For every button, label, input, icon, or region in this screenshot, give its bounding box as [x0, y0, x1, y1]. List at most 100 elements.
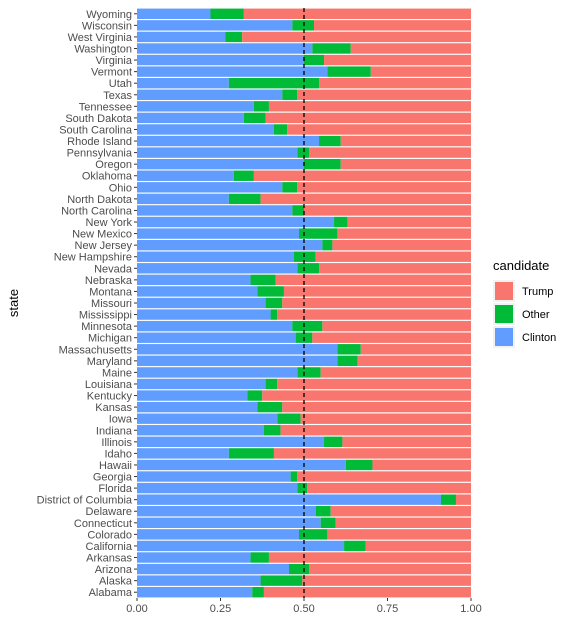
bar-clinton-rhode-island — [137, 135, 320, 147]
y-tick-label-maryland: Maryland — [87, 356, 132, 368]
bar-other-illinois — [324, 436, 343, 448]
y-tick-label-iowa: Iowa — [109, 414, 133, 426]
bar-other-arkansas — [250, 552, 269, 563]
bar-trump-south-dakota — [265, 112, 471, 124]
bar-clinton-wyoming — [137, 8, 211, 19]
bar-trump-massachusetts — [360, 344, 471, 355]
bar-other-nebraska — [250, 274, 276, 286]
y-tick-label-maine: Maine — [102, 367, 132, 379]
bar-other-new-york — [334, 216, 348, 228]
y-tick-label-rhode-island: Rhode Island — [67, 136, 132, 148]
bar-trump-west-virginia — [242, 31, 471, 43]
bar-clinton-pennsylvania — [137, 147, 298, 158]
bar-other-oregon — [304, 158, 341, 170]
bar-clinton-new-jersey — [137, 239, 323, 251]
bar-other-new-mexico — [298, 228, 338, 239]
bar-trump-connecticut — [335, 517, 471, 529]
bar-clinton-ohio — [137, 182, 283, 193]
y-tick-label-alabama: Alabama — [89, 587, 133, 599]
bar-other-minnesota — [292, 320, 323, 332]
bar-clinton-new-mexico — [137, 228, 299, 239]
bar-trump-nebraska — [275, 274, 471, 286]
y-tick-label-mississippi: Mississippi — [79, 310, 132, 322]
y-tick-label-north-dakota: North Dakota — [67, 194, 133, 206]
bar-other-pennsylvania — [297, 147, 310, 158]
bar-other-california — [344, 540, 366, 552]
bar-clinton-nebraska — [137, 274, 251, 286]
bar-other-washington — [312, 43, 351, 54]
bar-other-rhode-island — [319, 135, 341, 147]
bar-other-idaho — [228, 448, 274, 459]
y-tick-label-west-virginia: West Virginia — [68, 32, 133, 44]
bar-trump-alabama — [263, 587, 471, 598]
bar-clinton-oklahoma — [137, 170, 234, 181]
bar-trump-iowa — [300, 413, 471, 424]
y-tick-label-illinois: Illinois — [101, 437, 132, 449]
bar-clinton-utah — [137, 77, 229, 89]
bar-other-maine — [297, 367, 321, 378]
y-tick-label-virginia: Virginia — [96, 55, 133, 67]
bar-trump-nevada — [319, 263, 471, 274]
bar-clinton-colorado — [137, 529, 299, 540]
bar-trump-wisconsin — [314, 20, 471, 31]
bar-trump-oregon — [340, 158, 471, 170]
bar-clinton-mississippi — [137, 309, 271, 320]
bar-clinton-california — [137, 540, 345, 552]
y-tick-label-pennsylvania: Pennsylvania — [67, 148, 133, 160]
y-tick-label-texas: Texas — [103, 90, 132, 102]
bar-trump-maryland — [357, 355, 471, 367]
bar-trump-oklahoma — [253, 170, 471, 181]
bar-clinton-indiana — [137, 425, 264, 436]
bar-clinton-georgia — [137, 471, 291, 482]
x-tick-label: 0.75 — [377, 603, 398, 615]
bar-other-wyoming — [210, 8, 244, 19]
y-tick-label-south-carolina: South Carolina — [59, 124, 133, 136]
y-tick-label-arkansas: Arkansas — [86, 553, 132, 565]
bar-trump-illinois — [342, 436, 471, 448]
y-tick-label-oklahoma: Oklahoma — [82, 171, 133, 183]
bar-trump-virginia — [324, 54, 471, 66]
bar-clinton-alabama — [137, 587, 253, 598]
bar-other-vermont — [327, 66, 371, 77]
y-tick-label-kentucky: Kentucky — [87, 391, 133, 403]
bar-other-colorado — [298, 529, 328, 540]
bar-other-nevada — [297, 263, 320, 274]
bar-trump-wyoming — [243, 8, 471, 19]
y-tick-label-montana: Montana — [89, 286, 133, 298]
bar-other-north-dakota — [228, 193, 261, 205]
bar-trump-missouri — [282, 297, 471, 309]
y-tick-label-massachusetts: Massachusetts — [59, 344, 133, 356]
y-tick-label-new-york: New York — [86, 217, 133, 229]
bar-trump-colorado — [327, 529, 471, 540]
y-tick-label-south-dakota: South Dakota — [65, 113, 133, 125]
bar-trump-kentucky — [262, 390, 471, 401]
bar-trump-kansas — [282, 401, 471, 413]
y-tick-label-minnesota: Minnesota — [81, 321, 133, 333]
bar-clinton-michigan — [137, 332, 296, 343]
bar-trump-new-jersey — [332, 239, 471, 251]
bar-trump-mississippi — [277, 309, 471, 320]
y-tick-label-georgia: Georgia — [93, 472, 133, 484]
y-tick-label-oregon: Oregon — [95, 159, 132, 171]
bars-layer — [137, 8, 471, 598]
bar-trump-north-dakota — [260, 193, 471, 205]
bar-clinton-louisiana — [137, 378, 266, 390]
bar-trump-alaska — [302, 575, 471, 586]
bar-other-oklahoma — [233, 170, 254, 181]
y-tick-label-washington: Washington — [74, 43, 132, 55]
bar-trump-south-carolina — [287, 124, 471, 135]
bar-trump-washington — [350, 43, 471, 54]
legend-swatch-trump — [495, 282, 513, 300]
bar-trump-montana — [283, 286, 471, 297]
y-tick-label-delaware: Delaware — [86, 506, 132, 518]
bar-trump-louisiana — [277, 378, 471, 390]
bar-clinton-virginia — [137, 54, 304, 66]
bar-clinton-new-hampshire — [137, 251, 294, 262]
bar-clinton-district-of-columbia — [137, 494, 441, 505]
bar-trump-ohio — [297, 182, 471, 193]
bar-other-new-jersey — [322, 239, 333, 251]
bar-trump-maine — [320, 367, 471, 378]
bar-trump-tennessee — [268, 101, 471, 112]
legend-label-clinton: Clinton — [522, 332, 556, 344]
bar-trump-minnesota — [322, 320, 471, 332]
